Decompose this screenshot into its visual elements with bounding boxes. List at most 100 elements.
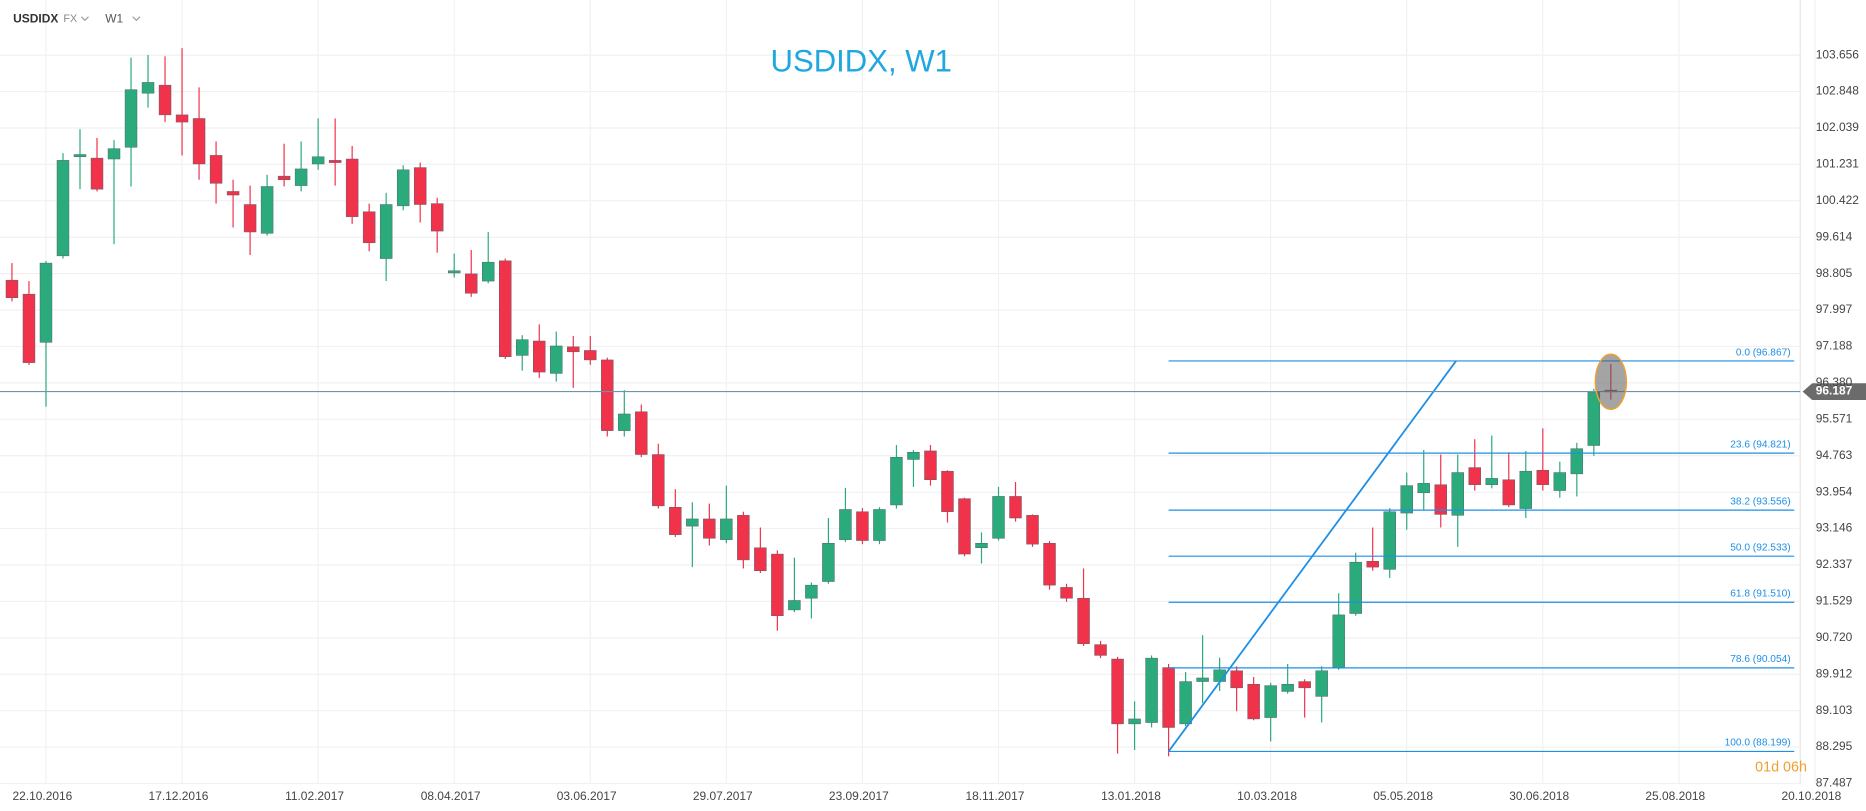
candle-body (1298, 681, 1311, 689)
candle-body (1366, 561, 1379, 568)
y-tick-label: 94.763 (1816, 448, 1853, 462)
countdown: 01d 06h (1755, 760, 1807, 776)
candle-body (873, 509, 886, 541)
x-tick-label: 29.07.2017 (693, 789, 753, 803)
candle-body (39, 262, 53, 343)
y-tick-label: 88.295 (1816, 739, 1853, 753)
candle-body (362, 211, 376, 244)
y-tick-label: 91.529 (1816, 594, 1853, 608)
candle-body (1349, 561, 1362, 614)
candle-body (379, 204, 393, 259)
x-tick-label: 22.10.2016 (12, 789, 72, 803)
candle-body (533, 340, 546, 373)
y-tick-label: 103.656 (1816, 47, 1860, 61)
market[interactable]: FX (63, 13, 77, 25)
candle-body (1332, 614, 1345, 668)
candle-body (1485, 478, 1498, 485)
candle-body (822, 543, 835, 582)
x-tick-label: 13.01.2018 (1101, 789, 1161, 803)
candle-body (1502, 479, 1516, 506)
candle-body (175, 114, 189, 123)
candle-body (635, 411, 648, 455)
y-tick-label: 92.337 (1816, 557, 1853, 571)
y-tick-label: 100.422 (1816, 193, 1860, 207)
y-tick-label: 93.954 (1816, 484, 1853, 498)
candle-body (482, 261, 495, 282)
candle-body (1196, 677, 1209, 682)
y-tick-label: 90.720 (1816, 630, 1853, 644)
y-tick-label: 101.231 (1816, 157, 1860, 171)
x-tick-label: 25.08.2018 (1645, 789, 1705, 803)
y-tick-label: 102.039 (1816, 120, 1860, 134)
candle-body (584, 350, 597, 361)
last-price-tag (1802, 383, 1866, 400)
candle-body (1060, 587, 1073, 599)
candle-body (1281, 684, 1294, 692)
candle-body (754, 547, 767, 571)
candle-body (1417, 483, 1430, 494)
candle-body (975, 543, 988, 548)
y-tick-label: 89.103 (1816, 703, 1853, 717)
candle-body (924, 450, 937, 480)
candle-body (1264, 685, 1277, 718)
candle-body (22, 293, 36, 363)
candle-body (1111, 658, 1124, 725)
candle-body (1094, 644, 1107, 656)
candle-body (805, 584, 818, 599)
fib-label: 100.0 (88.199) (1725, 738, 1791, 749)
candle-body (567, 346, 580, 353)
candle-body (856, 511, 869, 541)
candle-body (124, 89, 138, 148)
candle-body (1145, 657, 1158, 723)
candle-body (992, 496, 1005, 539)
x-tick-label: 20.10.2018 (1781, 789, 1841, 803)
candle-body (737, 515, 750, 561)
candle-body (311, 156, 325, 165)
y-tick-label: 93.146 (1816, 521, 1853, 535)
candle-body (1536, 470, 1550, 485)
candle-body (958, 498, 971, 555)
candle-body (345, 158, 359, 217)
candle-body (1315, 670, 1328, 697)
fib-label: 0.0 (96.867) (1736, 347, 1791, 358)
candle-body (941, 470, 954, 512)
candle-body (413, 167, 427, 205)
candle-body (56, 160, 70, 257)
x-tick-label: 17.12.2016 (149, 789, 209, 803)
candle-body (1043, 543, 1056, 586)
candle-body (1128, 718, 1141, 725)
candle-body (669, 506, 682, 535)
candle-body (1587, 392, 1601, 446)
candle-body (1077, 597, 1090, 644)
candle-body (1434, 484, 1447, 515)
candle-body (90, 157, 104, 190)
candle-body (1230, 670, 1243, 689)
candle-body (1383, 511, 1396, 570)
x-tick-label: 03.06.2017 (557, 789, 617, 803)
candle-body (1553, 472, 1567, 491)
candle-body (277, 175, 291, 180)
candle-body (209, 155, 223, 184)
y-tick-label: 96.380 (1816, 375, 1853, 389)
candle-body (1468, 467, 1481, 485)
candle-body (107, 148, 121, 160)
y-tick-label: 98.805 (1816, 266, 1853, 280)
candle-body (550, 345, 563, 374)
candle-body (1009, 496, 1022, 519)
timeframe[interactable]: W1 (105, 11, 123, 25)
candle-body (703, 518, 716, 539)
y-tick-label: 87.487 (1816, 776, 1853, 790)
y-tick-label: 97.188 (1816, 339, 1853, 353)
candle-body (1451, 472, 1464, 516)
fib-trend (1167, 360, 1457, 752)
chart-title: USDIDX, W1 (771, 44, 952, 79)
x-tick-label: 08.04.2017 (421, 789, 481, 803)
candle-body (652, 454, 665, 507)
x-tick-label: 10.03.2018 (1237, 789, 1297, 803)
symbol[interactable]: USDIDX (13, 11, 58, 25)
candle-body (328, 160, 342, 163)
fib-label: 61.8 (91.510) (1730, 589, 1790, 600)
